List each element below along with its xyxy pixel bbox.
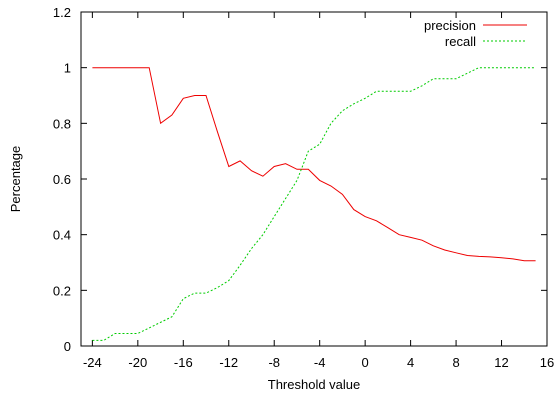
- x-tick-label: -8: [268, 355, 280, 370]
- y-tick-label: 0.2: [53, 283, 71, 298]
- x-tick-label: -16: [174, 355, 193, 370]
- y-tick-label: 0: [64, 339, 71, 354]
- y-tick-label: 1.2: [53, 5, 71, 20]
- recall-legend-label: recall: [445, 34, 476, 49]
- x-tick-label: 0: [362, 355, 369, 370]
- y-axis-label: Percentage: [8, 146, 23, 213]
- series-lines: [92, 67, 536, 341]
- y-tick-label: 1: [64, 61, 71, 76]
- x-tick-label: -20: [128, 355, 147, 370]
- x-axis-label: Threshold value: [268, 377, 361, 392]
- x-tick-label: 16: [540, 355, 554, 370]
- y-tick-label: 0.4: [53, 228, 71, 243]
- x-tick-label: 12: [494, 355, 508, 370]
- x-tick-label: -12: [219, 355, 238, 370]
- y-tick-label: 0.6: [53, 172, 71, 187]
- precision-line: [92, 67, 536, 262]
- x-tick-label: 8: [452, 355, 459, 370]
- y-tick-label: 0.8: [53, 116, 71, 131]
- plot-frame: [80, 11, 548, 347]
- axis-tick-labels: -24 -20 -16 -12 -8 -4 0 4 8 12 16 0 0.2 0.4 0.6 0.8 1 1.2: [53, 5, 554, 370]
- x-tick-label: -4: [314, 355, 326, 370]
- recall-line: [92, 67, 536, 341]
- x-tick-label: 4: [407, 355, 414, 370]
- precision-legend-label: precision: [424, 18, 476, 33]
- axis-ticks: [81, 11, 548, 347]
- x-tick-label: -24: [83, 355, 102, 370]
